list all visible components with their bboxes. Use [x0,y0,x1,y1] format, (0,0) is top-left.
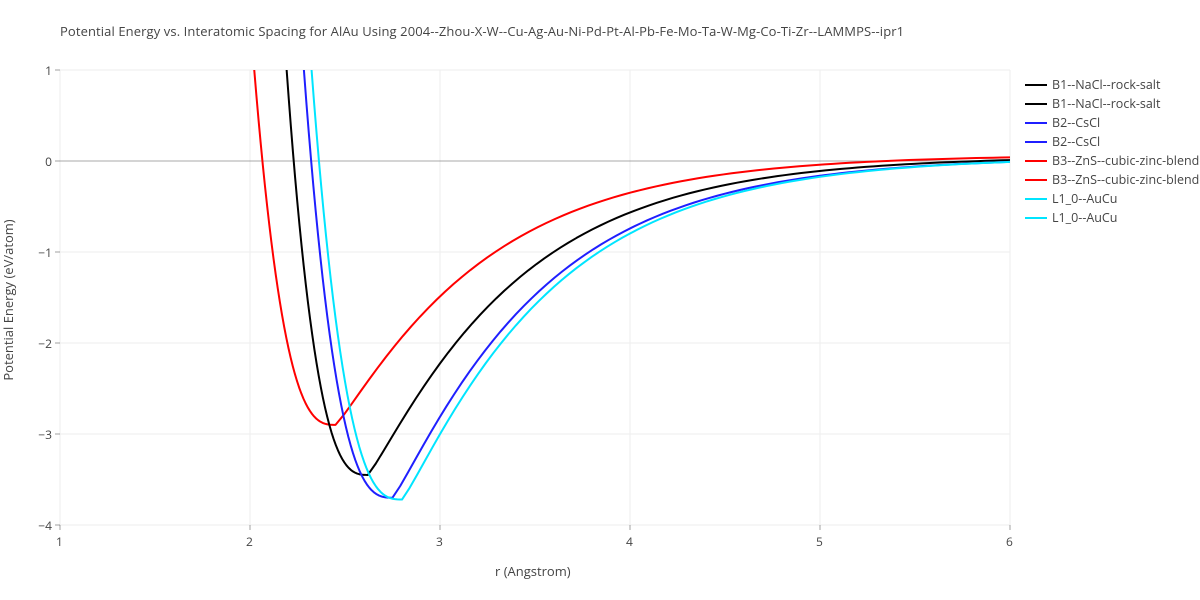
legend-swatch [1025,179,1047,181]
chart-title: Potential Energy vs. Interatomic Spacing… [60,22,904,40]
legend-item[interactable]: B1--NaCl--rock-salt [1025,75,1200,94]
legend: B1--NaCl--rock-salt B1--NaCl--rock-salt B2… [1025,75,1200,227]
y-tick-label: −3 [22,426,52,443]
legend-swatch [1025,84,1047,86]
legend-swatch [1025,160,1047,162]
legend-label: B2--CsCl [1052,114,1100,131]
legend-item[interactable]: L1_0--AuCu [1025,189,1200,208]
chart-container[interactable]: Potential Energy vs. Interatomic Spacing… [0,0,1200,600]
y-tick-label: −2 [22,335,52,352]
x-tick-label: 4 [626,533,633,550]
legend-label: B2--CsCl [1052,133,1100,150]
legend-label: B3--ZnS--cubic-zinc-blende [1052,171,1200,188]
legend-label: B1--NaCl--rock-salt [1052,95,1160,112]
legend-item[interactable]: B1--NaCl--rock-salt [1025,94,1200,113]
x-tick-label: 5 [816,533,823,550]
legend-swatch [1025,198,1047,200]
legend-swatch [1025,103,1047,105]
series-line [307,6,1010,499]
legend-item[interactable]: B3--ZnS--cubic-zinc-blende [1025,151,1200,170]
legend-label: L1_0--AuCu [1052,209,1117,226]
legend-item[interactable]: B3--ZnS--cubic-zinc-blende [1025,170,1200,189]
legend-label: B3--ZnS--cubic-zinc-blende [1052,152,1200,169]
legend-item[interactable]: B2--CsCl [1025,113,1200,132]
legend-item[interactable]: B2--CsCl [1025,132,1200,151]
y-tick-label: −1 [22,244,52,261]
x-tick-label: 2 [246,533,253,550]
x-tick-label: 6 [1006,533,1013,550]
legend-label: L1_0--AuCu [1052,190,1117,207]
x-tick-label: 1 [56,533,63,550]
legend-item[interactable]: L1_0--AuCu [1025,208,1200,227]
y-tick-label: −4 [22,517,52,534]
plot-area[interactable] [60,70,1012,527]
y-axis-label: Potential Energy (eV/atom) [0,219,17,380]
x-tick-label: 3 [436,533,443,550]
y-tick-label: 0 [22,153,52,170]
legend-swatch [1025,217,1047,219]
legend-swatch [1025,141,1047,143]
y-tick-label: 1 [22,62,52,79]
legend-swatch [1025,122,1047,124]
series-line [282,6,1010,475]
x-axis-label: r (Angstrom) [495,562,571,580]
legend-label: B1--NaCl--rock-salt [1052,76,1160,93]
